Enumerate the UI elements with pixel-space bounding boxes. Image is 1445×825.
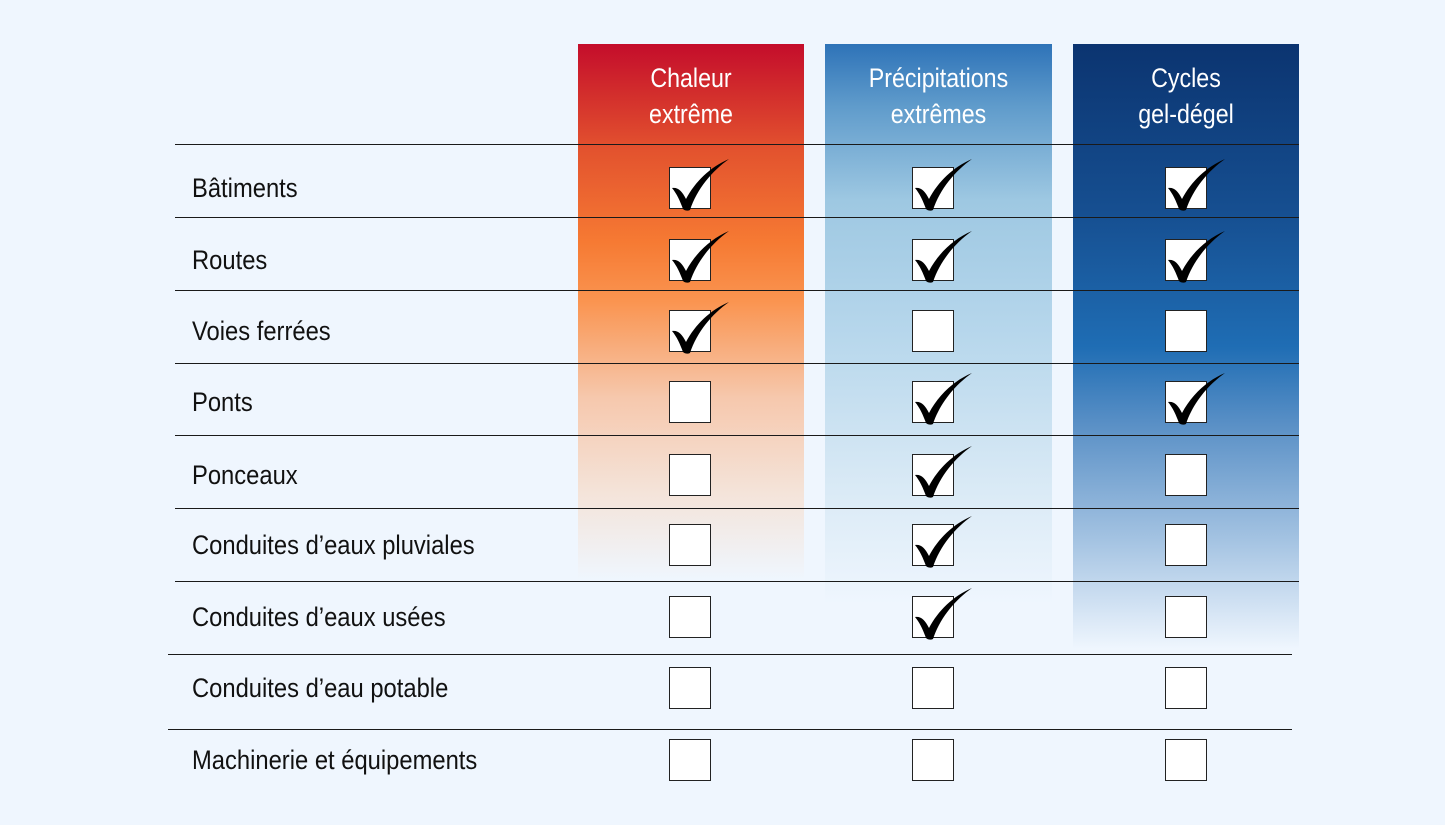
checkmark-icon (915, 516, 972, 568)
checkbox-heat[interactable] (669, 524, 711, 566)
checkbox-freeze-thaw[interactable] (1165, 454, 1207, 496)
column-header-heat: Chaleur extrême (594, 56, 788, 136)
checkbox-precipitation[interactable] (912, 231, 972, 283)
row-label: Conduites d’eaux usées (192, 602, 446, 632)
row-label: Routes (192, 245, 268, 275)
checkbox-freeze-thaw[interactable] (1165, 667, 1207, 709)
checkbox-freeze-thaw[interactable] (1165, 739, 1207, 781)
checkbox-heat[interactable] (669, 302, 729, 354)
checkbox-precipitation[interactable] (912, 310, 954, 352)
checkmark-icon (1168, 159, 1225, 211)
checkmark-icon (915, 373, 972, 425)
row-divider (175, 435, 1299, 436)
row-divider (175, 363, 1299, 364)
checkbox-precipitation[interactable] (912, 159, 972, 211)
row-divider (175, 508, 1299, 509)
checkbox-heat[interactable] (669, 381, 711, 423)
checkbox-freeze-thaw[interactable] (1165, 373, 1225, 425)
checkbox-precipitation[interactable] (912, 588, 972, 640)
checkbox-freeze-thaw[interactable] (1165, 231, 1225, 283)
checkbox-heat[interactable] (669, 739, 711, 781)
row-label: Machinerie et équipements (192, 745, 478, 775)
checkbox-heat[interactable] (669, 667, 711, 709)
row-label: Conduites d’eau potable (192, 673, 449, 703)
row-divider (168, 729, 1292, 730)
checkmark-icon (672, 159, 729, 211)
checkmark-icon (915, 588, 972, 640)
checkbox-freeze-thaw[interactable] (1165, 310, 1207, 352)
row-label: Ponts (192, 387, 253, 417)
checkmark-icon (672, 231, 729, 283)
row-divider (175, 217, 1299, 218)
checkbox-freeze-thaw[interactable] (1165, 596, 1207, 638)
checkbox-precipitation[interactable] (912, 446, 972, 498)
column-header-line2: extrême (649, 99, 733, 129)
checkbox-precipitation[interactable] (912, 373, 972, 425)
column-header-line1: Précipitations (868, 63, 1009, 93)
checkbox-precipitation[interactable] (912, 516, 972, 568)
checkbox-heat[interactable] (669, 159, 729, 211)
column-header-line1: Cycles (1151, 63, 1221, 93)
column-header-line1: Chaleur (650, 63, 732, 93)
checkbox-precipitation[interactable] (912, 667, 954, 709)
checkbox-precipitation[interactable] (912, 739, 954, 781)
checkbox-freeze-thaw[interactable] (1165, 159, 1225, 211)
checkbox-heat[interactable] (669, 596, 711, 638)
checkmark-icon (1168, 373, 1225, 425)
checkmark-icon (915, 446, 972, 498)
checkmark-icon (672, 302, 729, 354)
row-label: Voies ferrées (192, 316, 331, 346)
checkbox-heat[interactable] (669, 231, 729, 283)
checkbox-heat[interactable] (669, 454, 711, 496)
row-label: Conduites d’eaux pluviales (192, 530, 475, 560)
checkmark-icon (915, 159, 972, 211)
checkmark-icon (1168, 231, 1225, 283)
row-label: Ponceaux (192, 460, 298, 490)
row-divider (175, 581, 1299, 582)
column-header-freeze-thaw: Cycles gel-dégel (1089, 56, 1283, 136)
column-header-line2: extrêmes (890, 99, 987, 129)
column-header-precipitation: Précipitations extrêmes (841, 56, 1036, 136)
row-divider (175, 290, 1299, 291)
row-label: Bâtiments (192, 173, 298, 203)
row-divider (175, 144, 1299, 145)
checkbox-freeze-thaw[interactable] (1165, 524, 1207, 566)
checkmark-icon (915, 231, 972, 283)
column-header-line2: gel-dégel (1138, 99, 1234, 129)
row-divider (168, 654, 1292, 655)
